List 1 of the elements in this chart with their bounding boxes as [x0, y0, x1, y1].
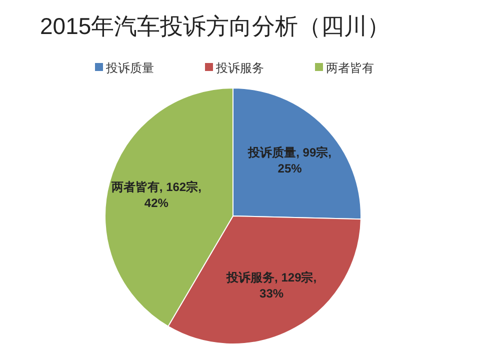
title: 2015年汽车投诉方向分析（四川）	[40, 13, 390, 39]
